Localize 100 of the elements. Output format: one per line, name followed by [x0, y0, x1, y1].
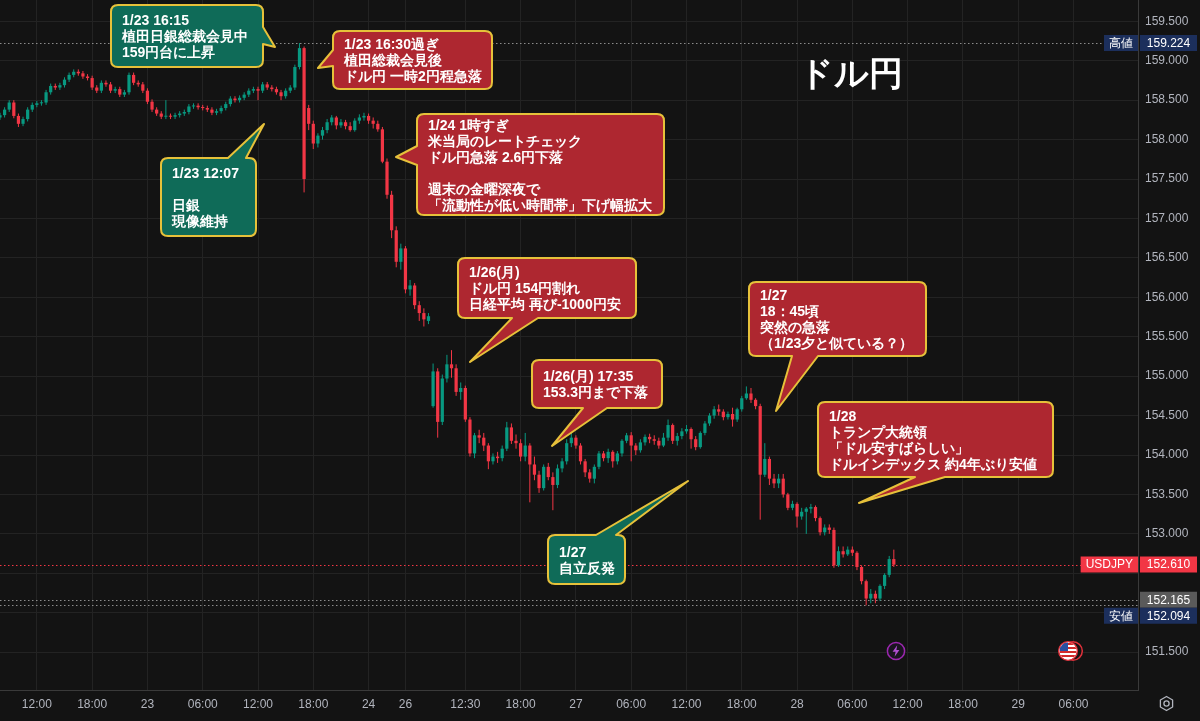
- candlestick: [795, 501, 799, 529]
- annotation: 1/28 トランプ大統領「ドル安すばらしい」ドルインデックス 約4年ぶり安値: [829, 407, 1037, 472]
- x-tick-label: 18:00: [726, 696, 758, 711]
- candlestick: [256, 86, 260, 101]
- candlestick: [58, 82, 62, 91]
- x-tick-label: 18:00: [947, 696, 979, 711]
- candlestick: [454, 363, 458, 397]
- candlestick: [763, 442, 767, 478]
- y-tick-label: 158.500: [1145, 92, 1189, 107]
- candlestick: [560, 457, 564, 473]
- candlestick: [482, 432, 486, 452]
- y-tick-label: 155.500: [1145, 329, 1189, 344]
- ref-line-label: 高値 159.224: [1109, 35, 1191, 50]
- candlestick: [680, 427, 684, 440]
- y-tick-label: 157.500: [1145, 171, 1189, 186]
- candlestick: [449, 349, 454, 379]
- x-tick-label: 23: [140, 696, 155, 711]
- candlestick: [293, 64, 297, 91]
- y-tick-label: 154.000: [1145, 447, 1189, 462]
- candlestick: [491, 452, 495, 465]
- annotation: 1/26(月) 17:35 153.3円まで下落: [543, 368, 649, 400]
- x-tick-label: 28: [790, 696, 805, 711]
- y-tick-label: 158.000: [1145, 131, 1189, 146]
- candlestick: [864, 579, 868, 606]
- y-tick-label: 151.500: [1145, 644, 1189, 659]
- candlestick: [818, 516, 822, 536]
- x-tick-label: 27: [569, 696, 583, 711]
- candlestick: [629, 431, 633, 462]
- candlestick: [565, 438, 569, 465]
- candlestick: [726, 411, 730, 421]
- candlestick: [592, 463, 596, 484]
- candlestick: [574, 434, 578, 450]
- candlestick: [279, 89, 283, 101]
- candlestick: [712, 405, 716, 420]
- candlestick: [472, 432, 477, 459]
- candlestick: [413, 282, 417, 310]
- candlestick: [555, 463, 560, 489]
- candlestick: [643, 434, 647, 447]
- candlestick: [408, 279, 412, 297]
- candlestick: [445, 354, 449, 383]
- candlestick: [537, 470, 541, 494]
- candlestick: [505, 421, 509, 452]
- x-tick-label: 12:30: [450, 696, 481, 711]
- ref-line-label: USDJPY 152.610: [1085, 557, 1191, 572]
- candlestick: [339, 118, 343, 129]
- text: ドル円: [799, 54, 903, 93]
- candlestick: [399, 243, 403, 271]
- candlestick: [804, 506, 808, 535]
- candlestick: [210, 106, 214, 116]
- x-tick-label: 06:00: [187, 696, 219, 711]
- candlestick: [767, 456, 772, 486]
- candlestick: [523, 432, 527, 462]
- annotation: 1/24 1時すぎ米当局のレートチェックドル円急落 2.6円下落週末の金曜深夜で「流動性が低い時間帯」下げ幅拡大: [428, 116, 652, 213]
- x-tick-label: 24: [361, 696, 376, 711]
- candlestick: [509, 422, 514, 445]
- ref-line-label: 安値 152.094: [1109, 608, 1191, 623]
- annotation: 1/26(月) ドル円 154円割れ日経平均 再び-1000円安: [469, 264, 621, 312]
- x-tick-label: 29: [1011, 696, 1026, 711]
- candlestick: [671, 422, 675, 445]
- candlestick: [841, 545, 845, 559]
- annotation: 1/23 16:15 植田日銀総裁会見中159円台に上昇: [122, 12, 248, 60]
- candlestick: [173, 112, 177, 120]
- candlestick: [749, 387, 753, 404]
- x-tick-label: 26: [398, 696, 413, 711]
- candlestick: [583, 458, 587, 478]
- y-tick-label: 155.000: [1145, 368, 1189, 383]
- y-tick-label: 153.500: [1145, 486, 1189, 501]
- x-tick-label: 06:00: [837, 696, 868, 711]
- candlestick: [551, 471, 555, 511]
- y-tick-label: 154.500: [1145, 407, 1189, 422]
- candlestick: [417, 300, 421, 322]
- y-tick-label: 153.000: [1145, 526, 1189, 541]
- candlestick: [311, 120, 315, 150]
- candlestick: [666, 419, 670, 442]
- candlestick: [532, 456, 537, 481]
- x-tick-label: 18:00: [505, 696, 536, 711]
- candlestick: [887, 555, 891, 578]
- candlestick: [35, 100, 39, 108]
- candlestick: [127, 72, 131, 96]
- candlestick: [836, 545, 841, 568]
- x-tick-label: 12:00: [21, 696, 53, 711]
- x-tick-label: 12:00: [671, 696, 702, 711]
- candlestick: [772, 473, 776, 489]
- candlestick: [422, 307, 426, 327]
- x-tick-label: 18:00: [77, 696, 108, 711]
- x-tick-label: 18:00: [298, 696, 329, 711]
- y-tick-label: 156.500: [1145, 250, 1189, 265]
- candlestick: [164, 99, 168, 120]
- x-tick-label: 06:00: [1058, 696, 1089, 711]
- candlestick: [519, 438, 523, 462]
- candlestick: [81, 70, 85, 80]
- candlestick: [809, 503, 813, 514]
- candlestick: [730, 407, 735, 428]
- candlestick: [297, 42, 302, 70]
- x-tick-label: 06:00: [616, 696, 647, 711]
- candlestick: [597, 450, 601, 470]
- annotation: 1/27 自立反発: [559, 543, 615, 576]
- x-tick-label: 12:00: [892, 696, 923, 711]
- annotation: 1/27 18：45頃突然の急落（1/23夕と似ている？）: [760, 287, 914, 351]
- y-tick-label: 159.500: [1145, 13, 1189, 28]
